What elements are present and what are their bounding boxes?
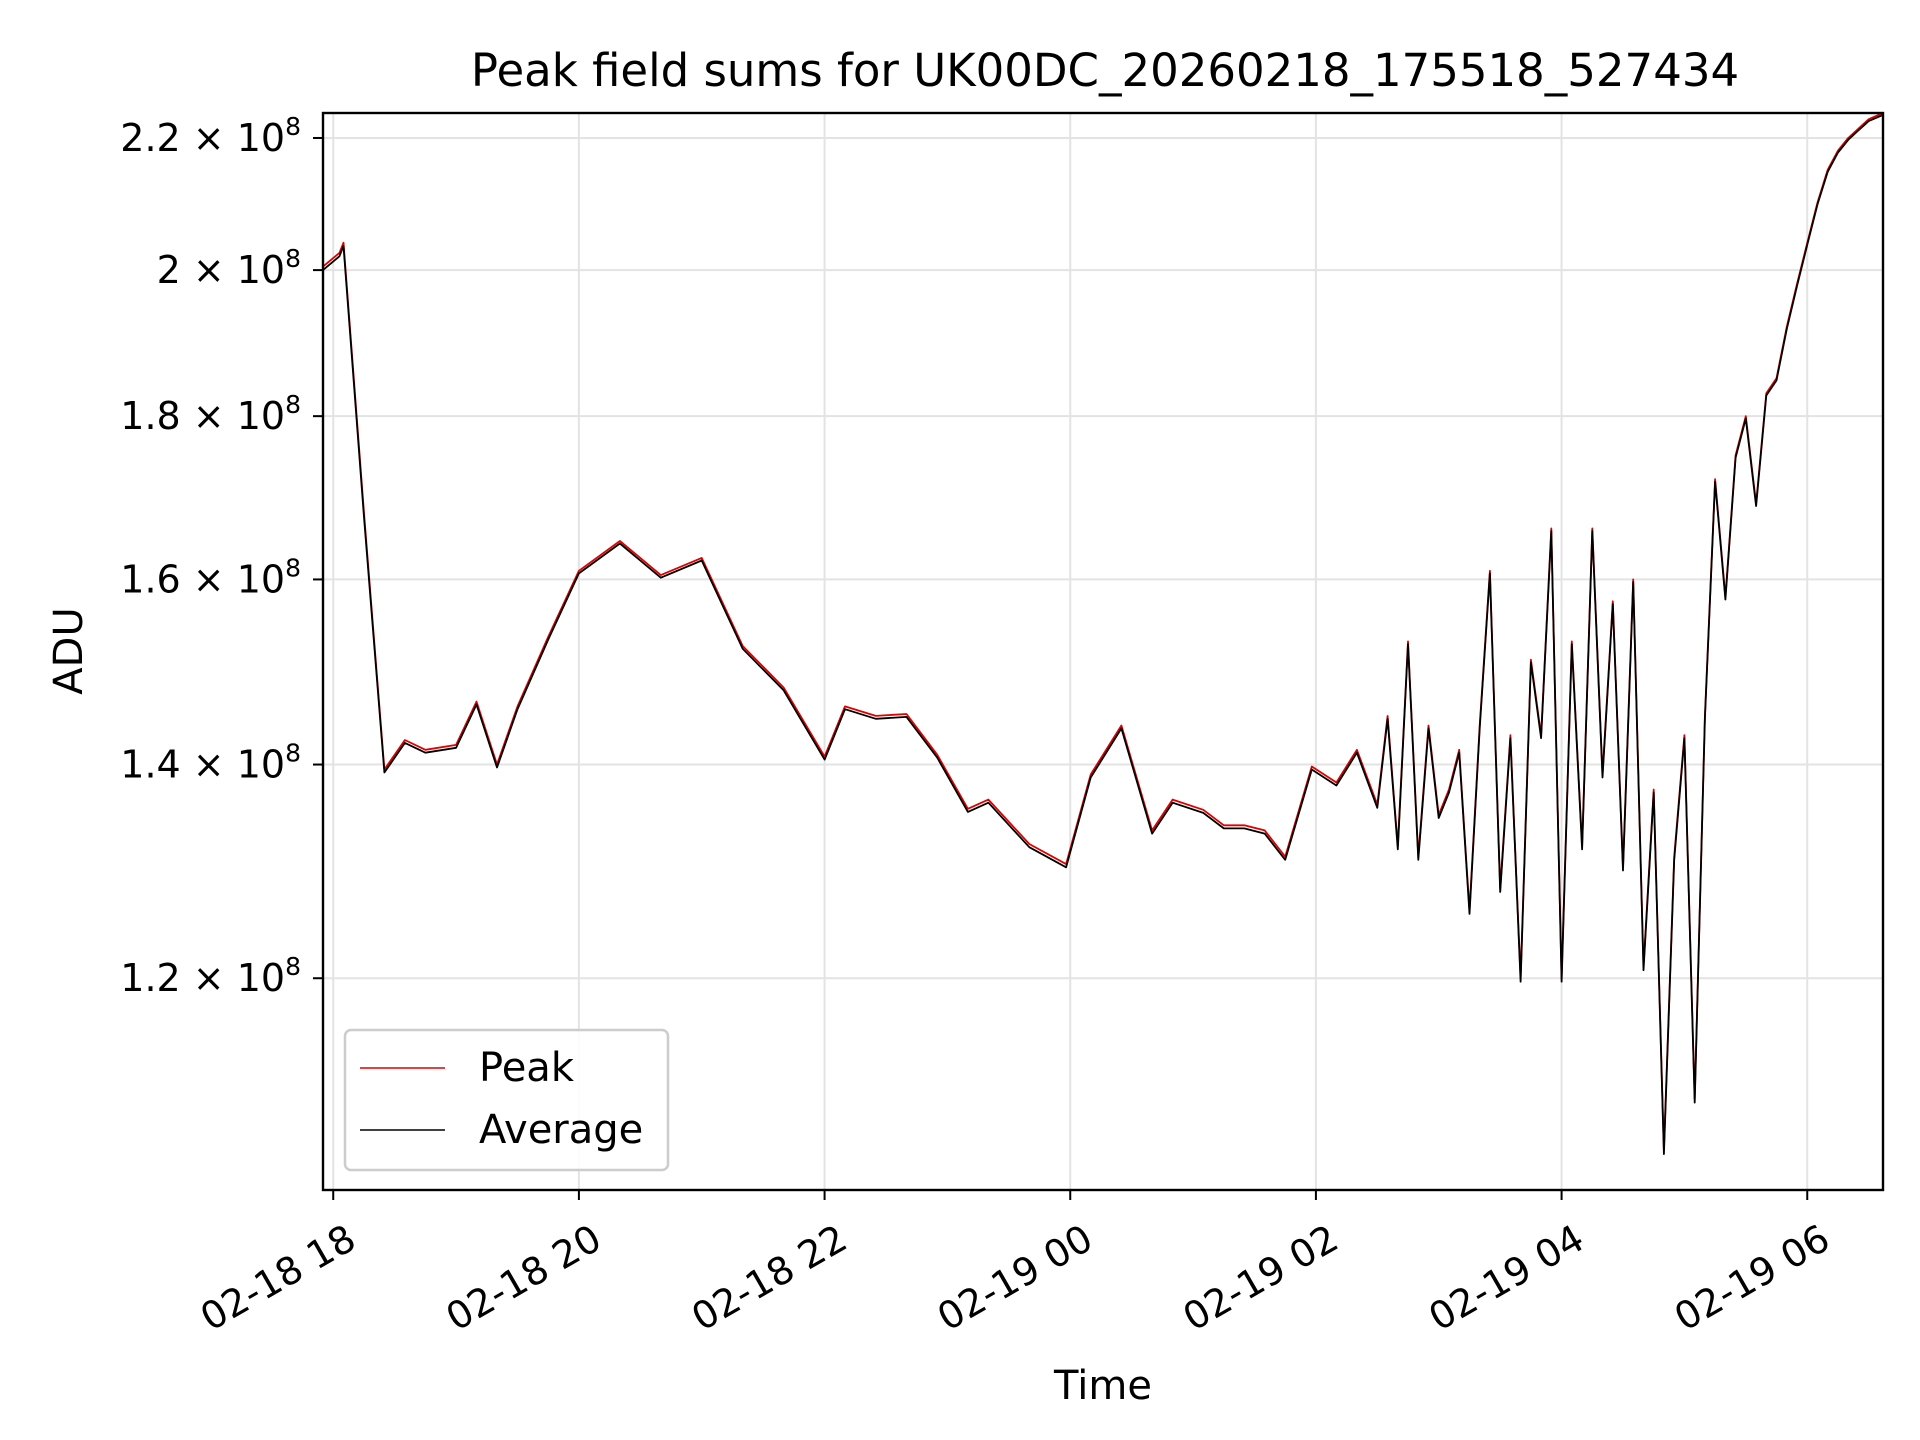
x-tick-label: 02-18 22 <box>684 1216 854 1340</box>
x-axis-label: Time <box>1053 1363 1152 1409</box>
x-tick-label: 02-18 20 <box>439 1216 609 1340</box>
y-tick-label: 1.6 × 108 <box>120 553 301 601</box>
x-tick-label: 02-19 04 <box>1421 1216 1591 1340</box>
x-tick-label: 02-18 18 <box>193 1216 363 1340</box>
legend-label-peak: Peak <box>479 1045 575 1091</box>
grid <box>323 113 1883 1190</box>
legend-label-average: Average <box>479 1107 643 1153</box>
y-axis-ticks: 2.2 × 108 2 × 108 1.8 × 108 1.6 × 108 1.4 × … <box>120 112 323 1000</box>
plot-frame <box>321 111 1885 1192</box>
series-line-peak <box>322 112 1884 1152</box>
x-tick-label: 02-19 06 <box>1667 1216 1837 1340</box>
x-axis-ticks: 02-18 18 02-18 20 02-18 22 02-19 00 02-19 02… <box>193 1190 1837 1340</box>
series-line-average <box>322 114 1884 1155</box>
y-axis-label: ADU <box>46 607 92 694</box>
x-tick-label: 02-19 02 <box>1176 1216 1346 1340</box>
y-tick-label: 2 × 108 <box>157 244 301 292</box>
y-tick-label: 1.8 × 108 <box>120 390 301 438</box>
y-tick-label: 1.4 × 108 <box>120 739 301 787</box>
x-tick-label: 02-19 00 <box>930 1216 1100 1340</box>
legend-box <box>343 1028 670 1172</box>
legend: Peak Average <box>343 1028 670 1172</box>
series-layer <box>322 112 1884 1155</box>
chart-title: Peak field sums for UK00DC_20260218_1755… <box>471 44 1739 97</box>
y-tick-label: 1.2 × 108 <box>120 952 301 1000</box>
y-tick-label: 2.2 × 108 <box>120 112 301 160</box>
